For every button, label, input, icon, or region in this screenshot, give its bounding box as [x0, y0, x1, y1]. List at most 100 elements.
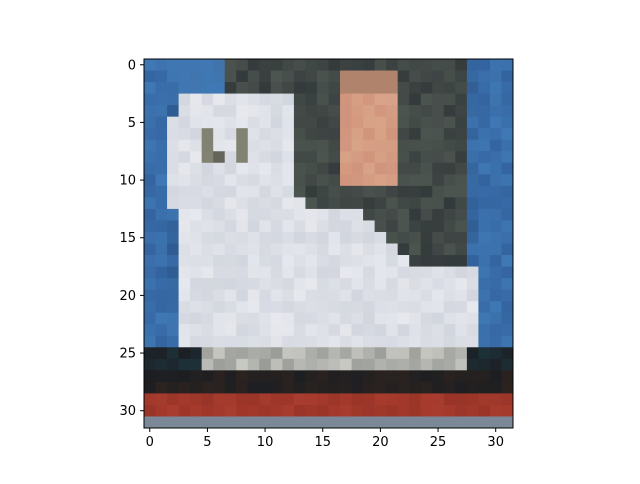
image-pixel [259, 381, 272, 394]
image-pixel [397, 82, 410, 94]
image-pixel [432, 105, 445, 118]
image-pixel [466, 197, 479, 210]
image-pixel [432, 151, 445, 164]
image-pixel [386, 93, 399, 106]
image-pixel [328, 185, 341, 198]
image-pixel [501, 255, 514, 267]
image-pixel [340, 301, 352, 314]
image-pixel [340, 266, 352, 279]
image-pixel [363, 128, 376, 141]
image-pixel [167, 416, 179, 429]
image-pixel [489, 289, 502, 302]
image-pixel [443, 151, 456, 164]
image-pixel [328, 370, 341, 383]
x-tick-label: 30 [487, 435, 504, 450]
image-pixel [397, 289, 410, 302]
image-pixel [501, 289, 514, 302]
image-pixel [201, 393, 214, 406]
image-pixel [328, 404, 341, 417]
image-pixel [259, 358, 272, 371]
image-pixel [466, 278, 479, 291]
image-pixel [201, 231, 214, 244]
image-pixel [293, 255, 306, 267]
image-pixel [363, 208, 376, 221]
image-pixel [305, 347, 318, 360]
image-pixel [201, 266, 214, 279]
image-pixel [224, 404, 237, 417]
image-pixel [478, 197, 491, 210]
image-pixel [351, 174, 364, 187]
image-pixel [501, 70, 514, 83]
image-pixel [501, 231, 514, 244]
image-pixel [155, 347, 168, 360]
image-pixel [247, 197, 260, 210]
image-pixel [397, 197, 410, 210]
image-pixel [236, 358, 249, 371]
image-pixel [190, 312, 203, 325]
image-pixel [270, 82, 283, 94]
image-pixel [420, 128, 433, 141]
image-pixel [501, 404, 514, 417]
image-pixel [293, 128, 306, 141]
image-pixel [374, 404, 387, 417]
image-pixel [190, 174, 203, 187]
image-pixel [397, 278, 410, 291]
image-pixel [316, 347, 329, 360]
image-pixel [247, 358, 260, 371]
image-pixel [340, 105, 352, 118]
image-pixel [443, 278, 456, 291]
image-pixel [397, 358, 410, 371]
image-pixel [190, 370, 203, 383]
image-pixel [236, 139, 249, 152]
image-pixel [293, 370, 306, 383]
image-pixel [501, 139, 514, 152]
image-pixel [316, 381, 329, 394]
image-pixel [443, 347, 456, 360]
image-pixel [351, 208, 364, 221]
image-pixel [224, 301, 237, 314]
image-pixel [328, 324, 341, 337]
image-pixel [455, 312, 468, 325]
image-pixel [144, 255, 156, 267]
image-pixel [178, 393, 191, 406]
image-pixel [178, 231, 191, 244]
image-pixel [270, 116, 283, 129]
image-pixel [340, 185, 352, 198]
image-pixel [386, 59, 399, 71]
image-pixel [316, 266, 329, 279]
image-pixel [455, 301, 468, 314]
image-pixel [351, 335, 364, 348]
image-pixel [351, 231, 364, 244]
image-pixel [409, 59, 422, 71]
image-pixel [340, 278, 352, 291]
image-pixel [282, 116, 295, 129]
image-pixel [282, 381, 295, 394]
image-pixel [155, 128, 168, 141]
image-pixel [420, 185, 433, 198]
image-pixel [409, 116, 422, 129]
image-pixel [455, 162, 468, 175]
image-pixel [432, 312, 445, 325]
image-pixel [213, 289, 226, 302]
image-pixel [247, 278, 260, 291]
image-pixel [259, 59, 272, 71]
image-pixel [224, 174, 237, 187]
image-pixel [236, 174, 249, 187]
image-pixel [144, 370, 156, 383]
image-pixel [466, 70, 479, 83]
image-pixel [167, 231, 179, 244]
image-pixel [236, 70, 249, 83]
image-pixel [224, 139, 237, 152]
image-pixel [455, 174, 468, 187]
image-pixel [155, 324, 168, 337]
image-pixel [293, 93, 306, 106]
image-pixel [236, 335, 249, 348]
image-pixel [374, 59, 387, 71]
image-pixel [247, 116, 260, 129]
image-pixel [466, 128, 479, 141]
image-pixel [316, 139, 329, 152]
image-pixel [489, 116, 502, 129]
image-pixel [351, 266, 364, 279]
image-pixel [224, 381, 237, 394]
image-pixel [432, 197, 445, 210]
